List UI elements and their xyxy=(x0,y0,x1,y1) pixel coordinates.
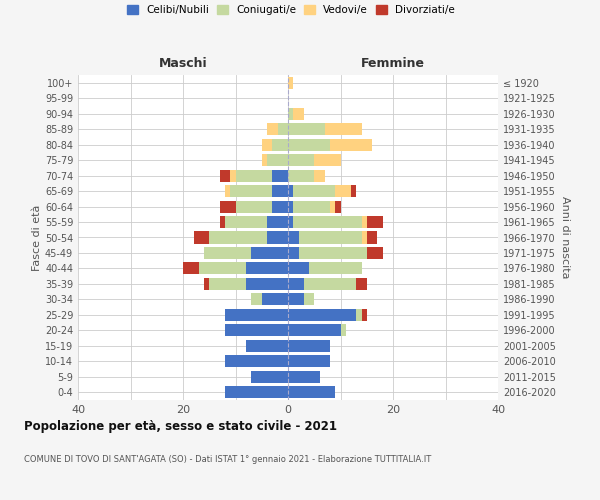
Bar xyxy=(225,216,267,228)
Text: Popolazione per età, sesso e stato civile - 2021: Popolazione per età, sesso e stato civil… xyxy=(24,420,337,433)
Bar xyxy=(288,262,309,274)
Bar xyxy=(288,123,325,135)
Bar xyxy=(288,324,341,336)
Bar xyxy=(251,371,288,383)
Bar xyxy=(204,247,251,259)
Bar xyxy=(335,185,351,197)
Bar xyxy=(330,200,335,212)
Bar xyxy=(246,262,288,274)
Bar xyxy=(183,262,199,274)
Bar xyxy=(199,262,246,274)
Bar xyxy=(288,185,293,197)
Bar xyxy=(314,170,325,181)
Bar xyxy=(277,123,288,135)
Bar xyxy=(193,232,209,243)
Bar xyxy=(293,200,330,212)
Bar xyxy=(225,309,288,321)
Bar xyxy=(235,200,272,212)
Bar xyxy=(293,108,304,120)
Bar xyxy=(288,247,299,259)
Bar xyxy=(267,154,288,166)
Bar xyxy=(204,278,209,290)
Bar xyxy=(272,138,288,150)
Bar xyxy=(246,340,288,352)
Bar xyxy=(220,200,235,212)
Bar xyxy=(288,356,330,368)
Bar xyxy=(262,138,272,150)
Bar xyxy=(225,386,288,398)
Bar xyxy=(299,232,361,243)
Y-axis label: Anni di nascita: Anni di nascita xyxy=(560,196,569,279)
Bar xyxy=(367,216,383,228)
Bar xyxy=(267,216,288,228)
Bar xyxy=(225,356,288,368)
Bar xyxy=(262,154,267,166)
Bar xyxy=(209,232,267,243)
Bar xyxy=(356,278,367,290)
Bar xyxy=(230,185,272,197)
Bar xyxy=(299,247,367,259)
Bar xyxy=(314,154,341,166)
Bar xyxy=(367,247,383,259)
Bar xyxy=(251,247,288,259)
Bar xyxy=(288,154,314,166)
Bar xyxy=(361,309,367,321)
Bar xyxy=(246,278,288,290)
Bar xyxy=(341,324,346,336)
Bar xyxy=(288,216,293,228)
Bar xyxy=(351,185,356,197)
Bar xyxy=(293,185,335,197)
Bar xyxy=(288,309,356,321)
Text: Femmine: Femmine xyxy=(361,58,425,70)
Bar xyxy=(267,232,288,243)
Bar xyxy=(230,170,235,181)
Bar xyxy=(220,216,225,228)
Text: Maschi: Maschi xyxy=(158,58,208,70)
Text: COMUNE DI TOVO DI SANT'AGATA (SO) - Dati ISTAT 1° gennaio 2021 - Elaborazione TU: COMUNE DI TOVO DI SANT'AGATA (SO) - Dati… xyxy=(24,455,431,464)
Bar xyxy=(288,108,293,120)
Bar xyxy=(235,170,272,181)
Bar xyxy=(367,232,377,243)
Bar xyxy=(267,123,277,135)
Bar xyxy=(272,170,288,181)
Bar xyxy=(304,294,314,306)
Bar xyxy=(288,138,330,150)
Bar xyxy=(288,200,293,212)
Bar xyxy=(220,170,230,181)
Bar xyxy=(356,309,361,321)
Bar xyxy=(272,185,288,197)
Bar xyxy=(288,170,314,181)
Bar xyxy=(288,76,293,89)
Bar xyxy=(262,294,288,306)
Bar xyxy=(304,278,356,290)
Bar xyxy=(309,262,361,274)
Bar xyxy=(288,386,335,398)
Bar xyxy=(272,200,288,212)
Bar xyxy=(225,185,230,197)
Bar xyxy=(288,340,330,352)
Bar xyxy=(288,278,304,290)
Bar xyxy=(325,123,361,135)
Bar xyxy=(330,138,372,150)
Bar xyxy=(225,324,288,336)
Y-axis label: Fasce di età: Fasce di età xyxy=(32,204,42,270)
Bar xyxy=(335,200,341,212)
Bar xyxy=(288,371,320,383)
Bar xyxy=(209,278,246,290)
Bar xyxy=(361,216,367,228)
Legend: Celibi/Nubili, Coniugati/e, Vedovi/e, Divorziati/e: Celibi/Nubili, Coniugati/e, Vedovi/e, Di… xyxy=(127,5,455,15)
Bar xyxy=(293,216,361,228)
Bar xyxy=(288,294,304,306)
Bar xyxy=(251,294,262,306)
Bar xyxy=(361,232,367,243)
Bar xyxy=(288,232,299,243)
